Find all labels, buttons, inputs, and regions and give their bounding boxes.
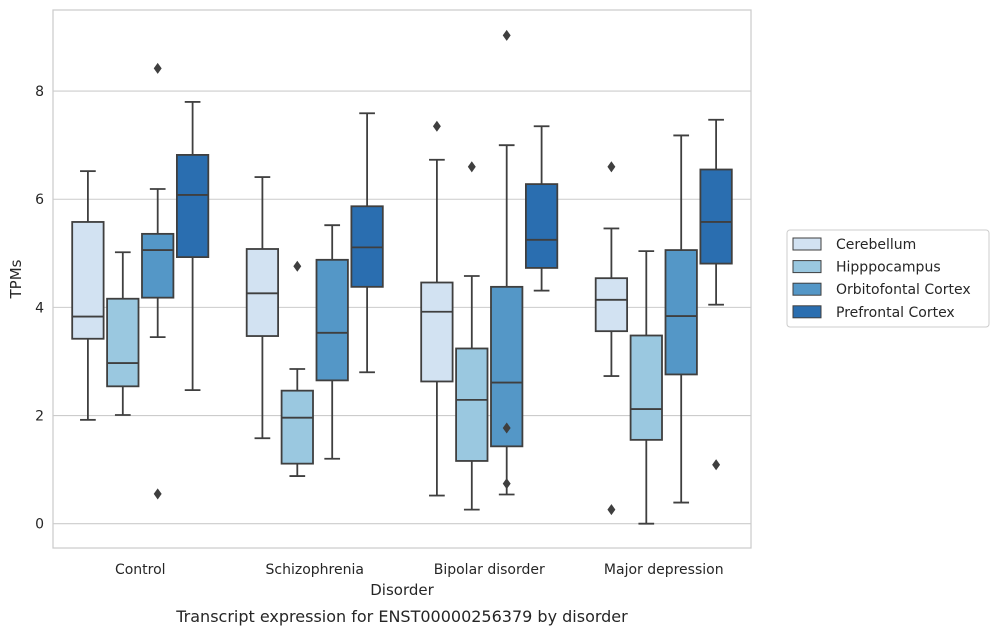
legend-swatch	[792, 260, 822, 274]
box-prefrontal-cortex	[350, 112, 384, 374]
legend-frame	[786, 229, 990, 328]
y-tick-label: 4	[35, 300, 44, 316]
legend: Cerebellum Hipppocampus Orbitofontal Corte…	[786, 229, 990, 328]
legend-swatch	[792, 282, 822, 296]
outlier-point	[607, 161, 616, 173]
box-cerebellum	[420, 120, 454, 497]
x-axis-label: Disorder	[370, 581, 434, 599]
box-iqr	[594, 277, 629, 333]
box-cerebellum	[71, 170, 105, 421]
x-tick-label: Bipolar disorder	[434, 562, 545, 578]
y-tick-label: 6	[35, 192, 44, 208]
box-iqr	[455, 347, 489, 462]
outlier-point	[502, 422, 511, 434]
y-tick-label: 8	[35, 84, 44, 100]
box-prefrontal-cortex	[699, 118, 733, 471]
box-iqr	[71, 221, 105, 340]
legend-swatch	[792, 237, 822, 251]
y-axis-label: TPMs	[7, 259, 25, 299]
outlier-point	[712, 459, 721, 471]
box-iqr	[629, 334, 663, 441]
legend-label: Orbitofontal Cortex	[836, 282, 971, 298]
box-orbitofontal-cortex	[141, 62, 175, 500]
legend-label: Prefrontal Cortex	[836, 305, 955, 321]
outlier-point	[153, 488, 162, 500]
gridlines	[53, 90, 751, 525]
box-prefrontal-cortex	[175, 101, 210, 392]
box-cerebellum	[245, 176, 280, 440]
box-iqr	[490, 285, 524, 448]
box-orbitofontal-cortex	[315, 224, 349, 460]
outlier-point	[293, 260, 302, 272]
box-hipppocampus	[455, 161, 489, 511]
plot-frame	[52, 9, 752, 549]
boxes	[71, 29, 733, 525]
box-hipppocampus	[629, 250, 663, 525]
x-tick-label: Major depression	[604, 562, 724, 578]
x-tick-label: Schizophrenia	[266, 562, 364, 578]
outlier-point	[502, 29, 511, 41]
box-iqr	[280, 389, 314, 465]
legend-swatch	[792, 305, 822, 319]
outlier-point	[432, 120, 441, 132]
box-iqr	[524, 183, 559, 269]
box-hipppocampus	[280, 260, 314, 477]
box-iqr	[175, 154, 210, 259]
legend-label: Hipppocampus	[836, 260, 941, 276]
box-iqr	[664, 249, 698, 376]
box-iqr	[315, 258, 349, 382]
legend-label: Cerebellum	[836, 237, 916, 253]
y-tick-label: 2	[35, 409, 44, 425]
box-orbitofontal-cortex	[664, 134, 698, 504]
box-prefrontal-cortex	[524, 125, 559, 292]
box-cerebellum	[594, 161, 629, 516]
box-iqr	[420, 281, 454, 383]
y-tick-label: 0	[35, 517, 44, 533]
x-tick-label: Control	[115, 562, 166, 578]
outlier-point	[607, 504, 616, 516]
box-orbitofontal-cortex	[490, 29, 524, 496]
box-iqr	[699, 168, 733, 265]
x-axis-ticks: Control Schizophrenia Bipolar disorder Majo…	[115, 562, 724, 578]
outlier-point	[467, 161, 476, 173]
outlier-point	[153, 62, 162, 74]
chart-caption: Transcript expression for ENST0000025637…	[175, 607, 628, 626]
box-hipppocampus	[106, 251, 140, 416]
y-axis-ticks: 0 2 4 6 8	[35, 84, 44, 533]
outlier-point	[502, 478, 511, 490]
box-iqr	[141, 232, 175, 299]
box-iqr	[106, 297, 140, 388]
